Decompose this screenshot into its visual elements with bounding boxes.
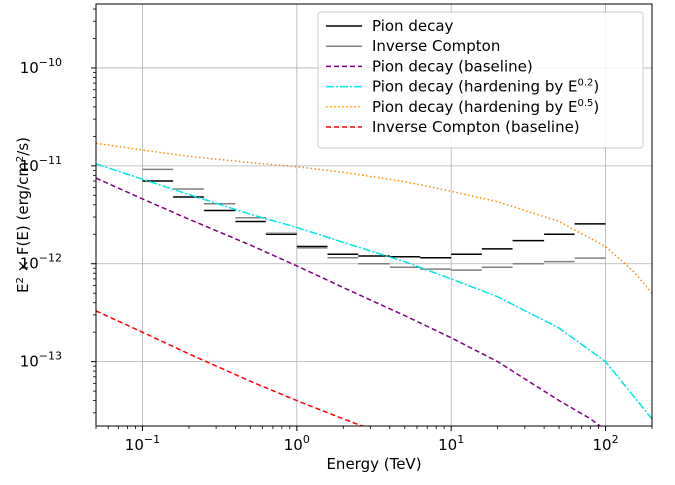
legend-entry: Inverse Compton <box>372 37 500 55</box>
legend-entry: Pion decay (hardening by E0.2) <box>372 78 599 96</box>
y-tick-label: 10−10 <box>20 56 62 77</box>
series-1 <box>142 180 606 259</box>
x-tick-label: 100 <box>284 433 310 454</box>
legend-entry: Inverse Compton (baseline) <box>372 118 580 136</box>
y-label-part-2: × F(E) (erg/cm <box>14 162 32 277</box>
legend-entry: Pion decay (baseline) <box>372 57 533 75</box>
tick-layer: 10−1 100 101 102 10−13 10−12 10−11 10−10 <box>20 8 653 454</box>
legend-box <box>317 11 644 149</box>
series-layer <box>96 142 652 426</box>
y-tick-label: 10−13 <box>20 350 62 371</box>
y-label-sup-2: 2 <box>15 156 26 162</box>
series-4 <box>96 163 652 420</box>
x-tick-label: 102 <box>592 433 618 454</box>
y-tick-label: 10−12 <box>20 252 62 273</box>
y-label-part-3: /s) <box>14 137 32 156</box>
series-3 <box>96 177 602 426</box>
x-tick-label: 10−1 <box>125 433 160 454</box>
y-tick-label: 10−11 <box>20 154 62 175</box>
plot-frame <box>95 3 653 427</box>
x-axis-label: Energy (TeV) <box>326 455 421 473</box>
y-label-part-1: E <box>14 284 32 293</box>
series-line <box>96 163 652 420</box>
y-axis-label: E2 × F(E) (erg/cm2/s) <box>14 137 32 293</box>
legend-entry: Pion decay (hardening by E0.5) <box>372 98 599 116</box>
series-line <box>96 177 602 426</box>
x-tick-label: 101 <box>438 433 464 454</box>
series-line <box>96 310 365 426</box>
series-6 <box>96 310 365 426</box>
legend-entry: Pion decay <box>372 17 454 35</box>
legend: Pion decay Inverse Compton Pion decay (bas… <box>317 11 644 149</box>
series-2 <box>142 168 606 271</box>
y-label-sup-1: 2 <box>15 277 26 283</box>
